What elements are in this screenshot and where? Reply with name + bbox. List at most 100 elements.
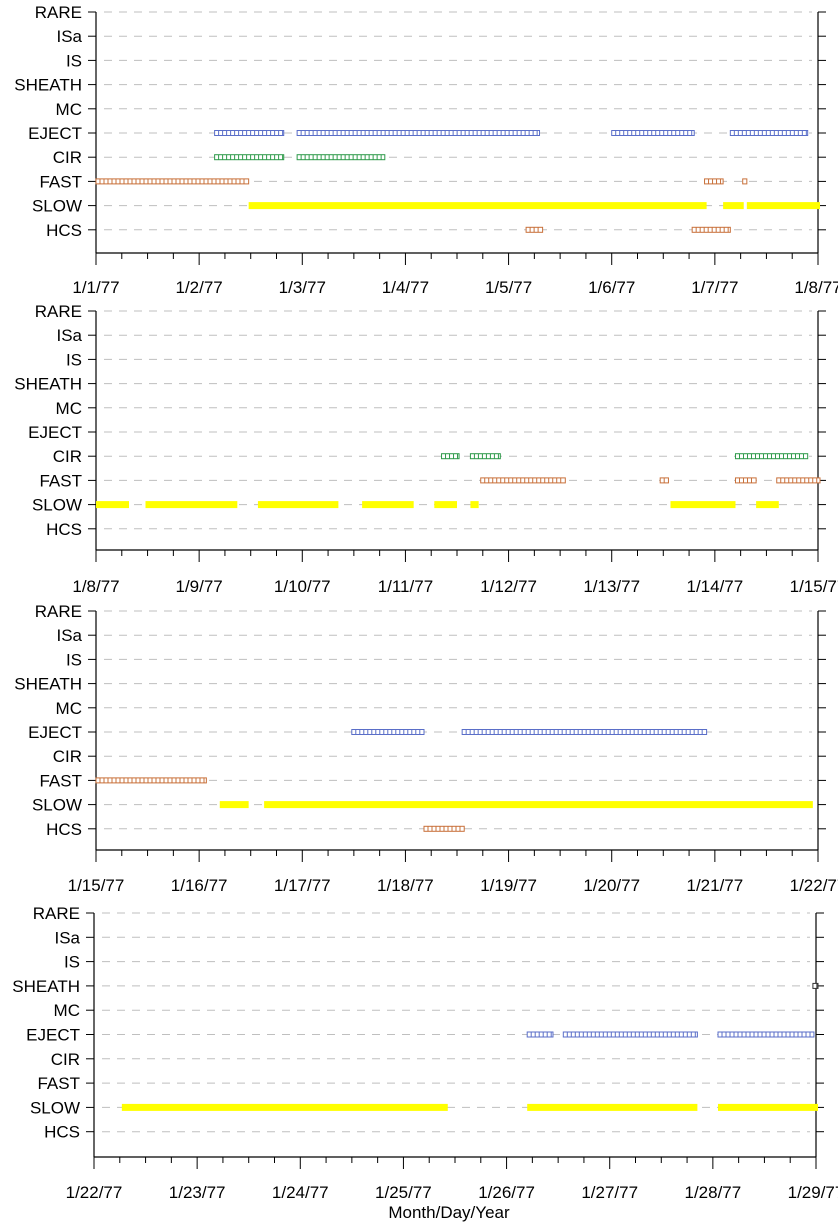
interval-outline	[469, 453, 501, 460]
y-tick-label: ISa	[56, 27, 82, 46]
x-tick-label: 1/6/77	[588, 278, 635, 297]
x-tick-label: 1/8/77	[72, 577, 119, 596]
x-tick-label: 1/1/77	[72, 278, 119, 297]
fast-interval	[704, 178, 724, 185]
x-tick-label: 1/15/77	[790, 577, 838, 596]
x-tick-label: 1/14/77	[686, 577, 743, 596]
x-tick-label: 1/16/77	[171, 876, 228, 895]
y-tick-label: SLOW	[32, 496, 82, 515]
fast-interval	[95, 777, 207, 784]
y-tick-label: FAST	[39, 471, 82, 490]
cir-interval	[734, 453, 809, 460]
x-tick-label: 1/17/77	[274, 876, 331, 895]
x-tick-label: 1/19/77	[480, 876, 537, 895]
interval-outline	[729, 130, 809, 136]
sheath-interval	[812, 982, 819, 989]
y-tick-label: SLOW	[32, 197, 82, 216]
y-tick-label: EJECT	[28, 723, 82, 742]
slow-bar	[746, 202, 820, 210]
y-tick-label: EJECT	[26, 1026, 80, 1045]
slow-bar	[121, 1103, 448, 1111]
interval-outline	[441, 453, 460, 460]
interval-outline	[742, 178, 748, 185]
x-tick-label: 1/25/77	[375, 1183, 432, 1202]
y-tick-label: RARE	[35, 302, 82, 321]
interval-outline	[296, 130, 541, 136]
slow-bar	[248, 202, 707, 210]
slow-bar	[718, 1103, 818, 1111]
cir-interval	[441, 453, 460, 460]
y-tick-label: MC	[56, 399, 82, 418]
x-tick-label: 1/22/77	[66, 1183, 123, 1202]
slow-bar	[219, 801, 249, 809]
y-tick-label: SLOW	[32, 796, 82, 815]
x-tick-label: 1/7/77	[691, 278, 738, 297]
x-tick-label: 1/21/77	[686, 876, 743, 895]
y-tick-label: SHEATH	[14, 375, 82, 394]
chart-panel-1: RARE ISa IS SHEATH MC EJECT CIR FAST SLOW HCS 1/1/…	[14, 3, 838, 297]
eject-interval	[717, 1031, 815, 1038]
hcs-interval	[525, 226, 544, 233]
x-tick-label: 1/13/77	[583, 577, 640, 596]
interval-outline	[562, 1031, 698, 1038]
eject-interval	[611, 130, 695, 136]
slow-bar	[756, 501, 779, 509]
cir-interval	[214, 154, 285, 161]
slow-bar	[145, 501, 238, 509]
x-tick-label: 1/15/77	[68, 876, 125, 895]
fast-interval	[776, 477, 821, 484]
y-tick-label: MC	[54, 1001, 80, 1020]
interval-outline	[461, 729, 708, 735]
x-tick-label: 1/26/77	[478, 1183, 535, 1202]
y-tick-label: MC	[56, 100, 82, 119]
x-tick-label: 1/9/77	[176, 577, 223, 596]
y-tick-label: IS	[64, 953, 80, 972]
interval-outline	[526, 1031, 554, 1038]
interval-outline	[812, 982, 819, 989]
x-axis-label: Month/Day/Year	[388, 1203, 510, 1222]
x-tick-label: 1/28/77	[684, 1183, 741, 1202]
fast-interval	[734, 477, 757, 484]
eject-interval	[729, 130, 809, 136]
x-tick-label: 1/18/77	[377, 876, 434, 895]
y-tick-label: RARE	[33, 904, 80, 923]
x-tick-label: 1/29/77	[788, 1183, 838, 1202]
x-tick-label: 1/20/77	[583, 876, 640, 895]
interval-outline	[95, 777, 207, 784]
y-tick-label: EJECT	[28, 423, 82, 442]
chart-panel-4: RARE ISa IS SHEATH MC EJECT CIR FAST SLOW HCS 1/22…	[12, 904, 838, 1202]
x-tick-label: 1/8/77	[794, 278, 838, 297]
interval-outline	[214, 154, 285, 161]
chart-panel-2: RARE ISa IS SHEATH MC EJECT CIR FAST SLOW HCS 1/8/…	[14, 302, 838, 596]
y-tick-label: CIR	[53, 747, 82, 766]
y-tick-label: FAST	[39, 771, 82, 790]
y-tick-label: SHEATH	[12, 977, 80, 996]
y-tick-label: ISa	[54, 928, 80, 947]
fast-interval	[95, 178, 250, 185]
x-tick-label: 1/24/77	[272, 1183, 329, 1202]
x-tick-label: 1/2/77	[176, 278, 223, 297]
x-tick-label: 1/11/77	[378, 577, 433, 596]
y-tick-label: EJECT	[28, 124, 82, 143]
y-tick-label: MC	[56, 699, 82, 718]
eject-interval	[526, 1031, 554, 1038]
y-tick-label: RARE	[35, 602, 82, 621]
x-tick-label: 1/12/77	[480, 577, 537, 596]
slow-bar	[670, 501, 736, 509]
x-tick-label: 1/5/77	[485, 278, 532, 297]
interval-outline	[611, 130, 695, 136]
slow-bar	[434, 501, 457, 509]
y-tick-label: ISa	[56, 326, 82, 345]
y-tick-label: IS	[66, 650, 82, 669]
slow-bar	[470, 501, 479, 509]
slow-bar	[527, 1103, 698, 1111]
interval-outline	[691, 226, 731, 233]
fast-interval	[659, 477, 669, 484]
y-tick-label: HCS	[46, 221, 82, 240]
y-tick-label: HCS	[46, 820, 82, 839]
y-tick-label: FAST	[37, 1074, 80, 1093]
slow-bar	[96, 501, 130, 509]
y-tick-label: SHEATH	[14, 675, 82, 694]
y-tick-label: HCS	[44, 1123, 80, 1142]
